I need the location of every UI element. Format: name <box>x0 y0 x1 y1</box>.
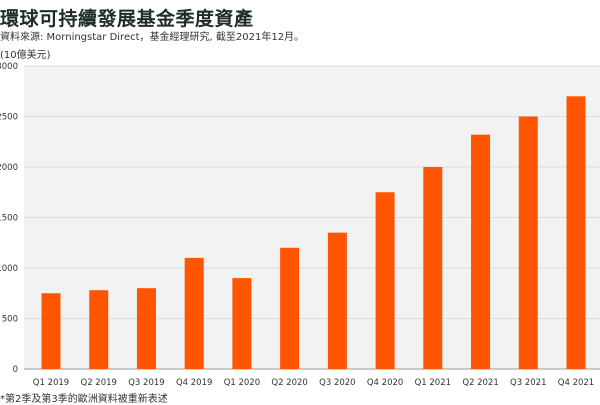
bar-q1-2019 <box>41 293 61 369</box>
y-tick-label: 1500 <box>0 214 18 224</box>
x-tick-label: Q2 2021 <box>462 378 498 388</box>
x-tick-label: Q1 2019 <box>33 378 69 388</box>
bar-q1-2020 <box>232 278 252 369</box>
x-tick-label: Q2 2019 <box>81 378 117 388</box>
footnote: *第2季及第3季的歐洲資料被重新表述 <box>0 394 168 405</box>
bar-q4-2021 <box>566 96 586 370</box>
x-tick-label: Q1 2020 <box>224 378 260 388</box>
x-tick-label: Q3 2021 <box>510 378 546 388</box>
bar-q2-2021 <box>471 134 491 369</box>
x-tick-label: Q2 2020 <box>271 378 307 388</box>
y-axis-unit-label: (10億美元) <box>0 50 51 61</box>
x-tick-label: Q4 2020 <box>367 378 403 388</box>
x-tick-label: Q3 2019 <box>128 378 164 388</box>
x-tick-label: Q4 2021 <box>558 378 594 388</box>
y-tick-label: 0 <box>13 365 18 375</box>
source-note: 資料來源: Morningstar Direct，基金經理研究, 截至2021年… <box>0 32 305 43</box>
bar-q3-2019 <box>136 288 156 369</box>
y-tick-label: 500 <box>2 315 18 325</box>
bar-q4-2020 <box>375 192 395 369</box>
y-tick-label: 2500 <box>0 113 18 123</box>
chart-title: 環球可持續發展基金季度資產 <box>0 8 254 30</box>
x-tick-label: Q1 2021 <box>415 378 451 388</box>
bar-q2-2020 <box>280 247 300 369</box>
bar-q2-2019 <box>89 290 109 369</box>
y-tick-label: 2000 <box>0 163 18 173</box>
x-tick-label: Q4 2019 <box>176 378 212 388</box>
bar-q3-2021 <box>518 116 538 369</box>
bar-q1-2021 <box>423 167 443 369</box>
y-tick-label: 3000 <box>0 62 18 72</box>
x-tick-label: Q3 2020 <box>319 378 355 388</box>
bar-q3-2020 <box>327 232 347 369</box>
y-tick-label: 1000 <box>0 264 18 274</box>
bar-q4-2019 <box>184 257 204 369</box>
